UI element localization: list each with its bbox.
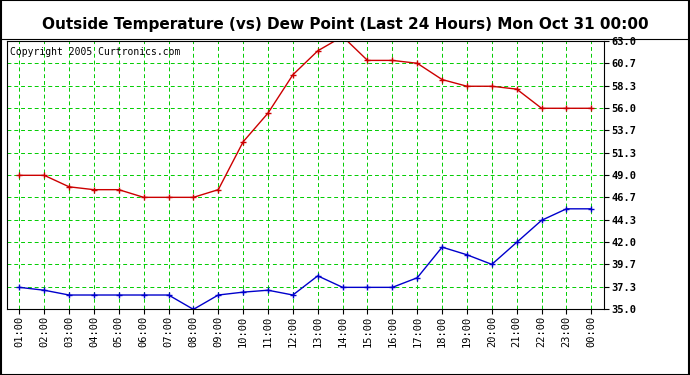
- Text: Outside Temperature (vs) Dew Point (Last 24 Hours) Mon Oct 31 00:00: Outside Temperature (vs) Dew Point (Last…: [41, 17, 649, 32]
- Text: Copyright 2005 Curtronics.com: Copyright 2005 Curtronics.com: [10, 46, 180, 57]
